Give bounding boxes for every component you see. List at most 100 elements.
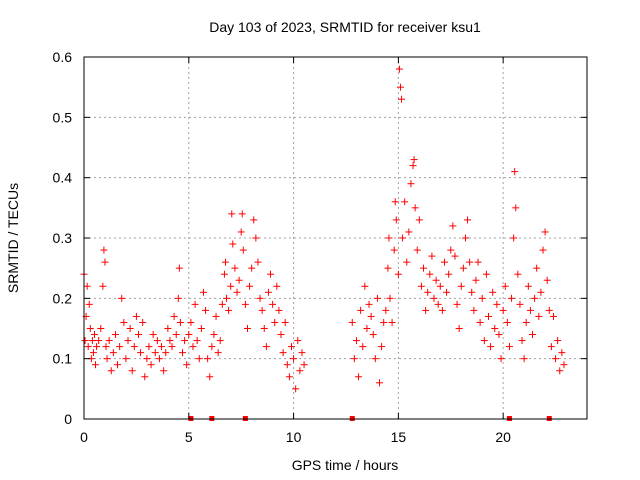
data-point	[229, 240, 237, 248]
data-point	[246, 282, 254, 290]
data-point	[352, 337, 360, 345]
data-point	[172, 331, 180, 339]
data-point	[543, 276, 551, 284]
data-point	[128, 367, 136, 375]
data-point	[505, 343, 513, 351]
data-point	[394, 270, 402, 278]
data-point	[459, 264, 467, 272]
data-point	[95, 337, 103, 345]
data-point	[151, 349, 159, 357]
data-point	[248, 264, 256, 272]
data-point	[116, 343, 124, 351]
data-point	[447, 246, 455, 254]
data-point	[145, 343, 153, 351]
data-point	[363, 325, 371, 332]
data-point	[522, 318, 530, 326]
data-point	[384, 264, 392, 272]
data-point	[241, 300, 249, 308]
data-point	[552, 355, 560, 363]
data-point	[166, 337, 174, 345]
data-point	[262, 343, 270, 351]
data-point	[89, 349, 97, 357]
data-point	[181, 337, 189, 345]
data-point	[457, 282, 465, 290]
data-point	[141, 373, 149, 381]
data-point	[386, 294, 394, 302]
data-point	[501, 282, 509, 290]
data-point	[451, 252, 459, 260]
data-point	[415, 216, 423, 224]
data-point	[132, 312, 140, 320]
data-point	[195, 355, 203, 363]
data-point	[300, 361, 308, 369]
data-point	[549, 312, 557, 320]
data-point	[220, 270, 228, 278]
data-point	[275, 306, 283, 314]
data-point	[170, 312, 178, 320]
data-point	[187, 318, 195, 326]
data-point	[283, 361, 291, 369]
y-axis-label: SRMTID / TECUs	[5, 183, 21, 293]
data-point	[269, 300, 277, 308]
data-point	[109, 349, 117, 357]
data-point	[90, 331, 98, 339]
data-point	[355, 373, 363, 381]
data-point	[162, 349, 170, 357]
data-point	[417, 282, 425, 290]
data-point	[409, 162, 417, 170]
data-point	[385, 234, 393, 242]
data-point	[401, 198, 409, 206]
data-point	[105, 337, 113, 345]
data-point	[398, 95, 406, 103]
data-point	[395, 65, 403, 73]
data-point	[235, 276, 243, 284]
data-point	[556, 367, 564, 375]
data-point	[413, 246, 421, 254]
data-point	[287, 343, 295, 351]
data-point	[472, 276, 480, 284]
data-point	[560, 361, 568, 369]
data-point	[508, 294, 516, 302]
data-point	[390, 246, 398, 254]
data-point	[214, 349, 222, 357]
data-point	[254, 258, 262, 266]
data-point	[357, 306, 365, 314]
data-point	[256, 294, 264, 302]
data-point	[403, 258, 411, 266]
data-point	[367, 312, 375, 320]
data-point	[499, 306, 507, 314]
data-point	[537, 288, 545, 296]
data-point	[204, 355, 212, 363]
x-tick-label: 0	[80, 429, 88, 445]
data-point	[285, 373, 293, 381]
data-point	[405, 228, 413, 236]
data-point	[281, 318, 289, 326]
data-point	[277, 331, 285, 339]
data-point	[348, 318, 356, 326]
data-point	[480, 337, 488, 345]
data-point	[531, 294, 539, 302]
data-point	[130, 343, 138, 351]
data-point	[290, 355, 298, 363]
data-point	[520, 355, 528, 363]
x-tick-label: 10	[286, 429, 302, 445]
axis-ticks: 0 0.1 0.2 0.3 0.4 0.5 0.6 0 5 10 15 20	[53, 49, 587, 445]
data-point	[482, 270, 490, 278]
data-point	[432, 276, 440, 284]
data-point	[252, 234, 260, 242]
data-point	[478, 294, 486, 302]
data-point	[208, 343, 216, 351]
data-point	[524, 282, 532, 290]
data-point	[445, 270, 453, 278]
data-point	[183, 361, 191, 369]
data-point	[369, 331, 377, 339]
data-point	[250, 216, 258, 224]
data-point	[92, 361, 100, 369]
data-point	[512, 204, 520, 212]
data-point	[228, 210, 236, 218]
data-point	[474, 258, 482, 266]
data-point	[380, 318, 388, 326]
data-point	[267, 270, 275, 278]
data-point	[388, 318, 396, 326]
